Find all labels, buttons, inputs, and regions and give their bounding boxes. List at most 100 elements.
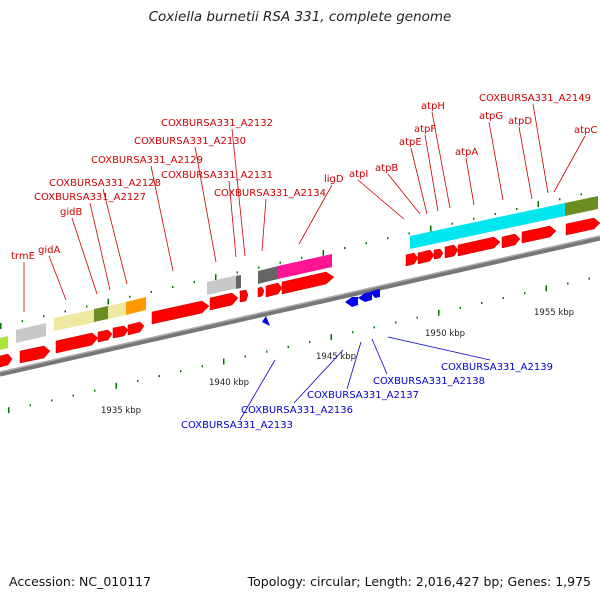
forward-label-texts: trmE gidA gidB COXBURSA331_A2127 COXBURS… (11, 93, 597, 262)
tick-dot (473, 217, 475, 220)
tick-dot (0, 323, 2, 329)
tick-dot (322, 249, 324, 256)
gene-label: COXBURSA331_A2139 (441, 362, 553, 373)
gene-label: atpA (455, 147, 478, 158)
feature-box-green-left (0, 336, 8, 350)
tick-dot (172, 286, 174, 289)
gene-label: COXBURSA331_A2131 (161, 170, 273, 181)
tick-dot (516, 208, 518, 211)
gene-label: COXBURSA331_A2128 (49, 178, 161, 189)
gene-label: COXBURSA331_A2132 (161, 118, 273, 129)
tick-dot (137, 379, 139, 382)
tick-dot (502, 297, 504, 300)
gene-label: gidA (38, 245, 60, 256)
gene-arrow (0, 353, 13, 368)
tick-dot (352, 331, 354, 334)
feature-box-cyan (410, 203, 565, 249)
tick-dot (537, 201, 539, 208)
gene-arrow (417, 249, 435, 265)
tick-dot (236, 271, 238, 274)
gene-arrow (151, 300, 210, 325)
tick-dot (330, 334, 332, 341)
forward-gene-labels (23, 103, 586, 312)
tick-dot (494, 212, 496, 215)
gene-label: COXBURSA331_A2130 (134, 136, 246, 147)
tick-dot (287, 345, 289, 348)
tick-dot (373, 326, 375, 329)
tick-dot (43, 315, 45, 318)
tick-dot (129, 295, 131, 298)
gene-arrow-reverse (262, 316, 270, 326)
gene-arrow (112, 325, 129, 339)
gene-label: COXBURSA331_A2138 (373, 376, 485, 387)
tick-dot (223, 358, 225, 365)
tick-dot (258, 266, 260, 269)
tick-dot (180, 370, 182, 373)
tick-dot (201, 365, 203, 368)
feature-track (0, 196, 598, 350)
tick-dot (107, 298, 109, 305)
gene-arrow (565, 217, 600, 236)
tick-dot (244, 355, 246, 358)
gene-arrow (55, 332, 99, 354)
accession-text: Accession: NC_010117 (9, 574, 152, 589)
tick-dot (408, 232, 410, 235)
feature-box-darkgray-1 (236, 275, 241, 289)
tick-dot (545, 285, 547, 292)
gene-label: atpE (399, 137, 422, 148)
gene-arrow (265, 282, 283, 298)
gene-arrow (433, 248, 444, 260)
tick-dot (215, 274, 217, 281)
tick-dot (51, 399, 53, 402)
gene-arrow-reverse (358, 292, 372, 302)
gene-label: COXBURSA331_A2149 (479, 93, 591, 104)
tick-dot (21, 320, 23, 323)
gene-label: COXBURSA331_A2137 (307, 390, 419, 401)
tick-dot (459, 306, 461, 309)
tick-dots-upper (0, 193, 582, 329)
tick-dot (580, 193, 582, 196)
gene-arrow (19, 345, 51, 364)
tick-dot (279, 261, 281, 264)
genome-summary-text: Topology: circular; Length: 2,016,427 bp… (247, 574, 591, 589)
tick-dot (64, 310, 66, 313)
tick-dot (438, 309, 440, 316)
tick-dot (344, 247, 346, 250)
gene-label: COXBURSA331_A2136 (241, 405, 353, 416)
tick-dot (115, 382, 117, 389)
gene-label: atpI (349, 169, 368, 180)
feature-box-olive-1 (94, 306, 108, 322)
gene-arrow (457, 236, 501, 257)
tick-dot (158, 375, 160, 378)
reverse-label-texts: COXBURSA331_A2133 COXBURSA331_A2136 COXB… (181, 362, 553, 431)
gene-arrow-reverse (370, 289, 380, 298)
feature-box-orange (126, 297, 146, 315)
tick-dot (416, 316, 418, 319)
feature-box-magenta (278, 254, 332, 279)
feature-box-olive-2 (565, 196, 598, 216)
tick-dot (94, 389, 96, 392)
gene-arrow (257, 286, 265, 298)
reverse-genes (262, 289, 380, 326)
tick-dot (524, 292, 526, 295)
tick-dot (150, 290, 152, 293)
tick-dot (387, 237, 389, 240)
map-title: Coxiella burnetii RSA 331, complete geno… (148, 9, 452, 25)
gene-label: ligD (324, 174, 344, 185)
gene-label: COXBURSA331_A2127 (34, 192, 146, 203)
tick-dot (29, 404, 31, 407)
tick-dot (559, 198, 561, 201)
gene-arrow (521, 225, 557, 244)
scale-label: 1955 kbp (534, 308, 574, 318)
gene-label: atpG (479, 111, 503, 122)
tick-dot (193, 281, 195, 284)
scale-label: 1940 kbp (209, 378, 249, 388)
gene-arrow (127, 321, 145, 336)
tick-dot (567, 282, 569, 285)
gene-arrow (444, 244, 459, 259)
tick-dot (86, 305, 88, 308)
scale-label: 1950 kbp (425, 329, 465, 339)
gene-label: atpD (508, 116, 532, 127)
gene-label: atpH (421, 101, 445, 112)
tick-dot (451, 222, 453, 225)
